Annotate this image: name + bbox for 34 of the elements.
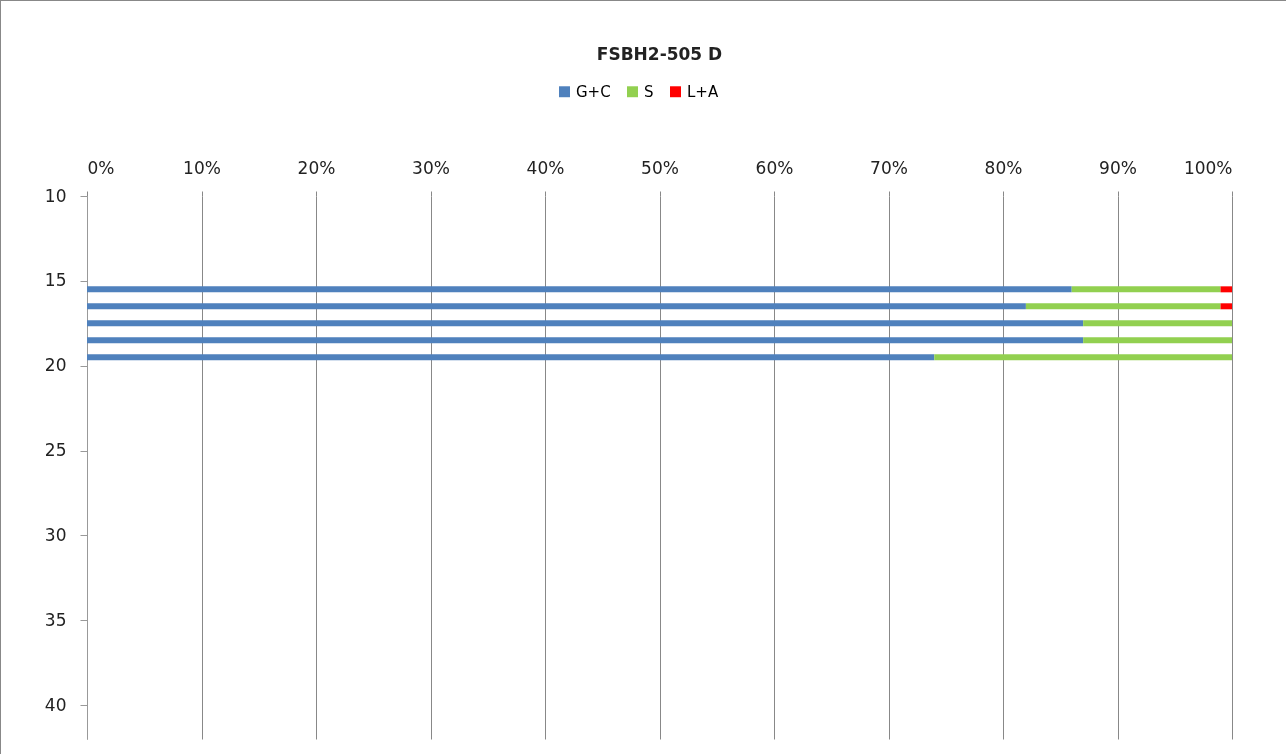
x-tick-label: 10% [183, 157, 221, 178]
y-tick-label: 25 [44, 440, 67, 461]
bar [1083, 320, 1232, 327]
legend-label: G+C [576, 82, 611, 101]
chart-title: FSBH2-505 D [596, 44, 723, 64]
y-tick-label: 10 [44, 185, 67, 206]
y-tick-label: 15 [44, 270, 67, 291]
bar [1220, 286, 1232, 293]
x-tick-label: 70% [870, 157, 908, 178]
bar [87, 354, 935, 361]
bar [1071, 286, 1221, 293]
x-tick-label: 40% [526, 157, 565, 178]
y-tick-label: 40 [44, 694, 67, 715]
bar [87, 337, 1084, 344]
x-tick-label: 90% [1099, 157, 1137, 178]
x-tick-label: 0% [87, 157, 115, 178]
y-tick-label: 35 [44, 609, 67, 630]
legend-label: L+A [687, 82, 719, 101]
bar [1220, 303, 1232, 310]
bar [1025, 303, 1221, 310]
bar [87, 303, 1026, 310]
x-tick-label: 60% [755, 157, 794, 178]
bar [1083, 337, 1232, 344]
bar [87, 320, 1084, 327]
bar [934, 354, 1232, 361]
x-tick-label: 30% [412, 157, 450, 178]
x-tick-label: 100% [1183, 157, 1233, 178]
x-tick-label: 80% [984, 157, 1023, 178]
x-tick-label: 50% [641, 157, 679, 178]
legend-label: S [644, 82, 654, 101]
bar [87, 286, 1072, 293]
y-tick-label: 20 [44, 355, 67, 376]
y-tick-label: 30 [44, 524, 67, 545]
x-tick-label: 20% [297, 157, 336, 178]
